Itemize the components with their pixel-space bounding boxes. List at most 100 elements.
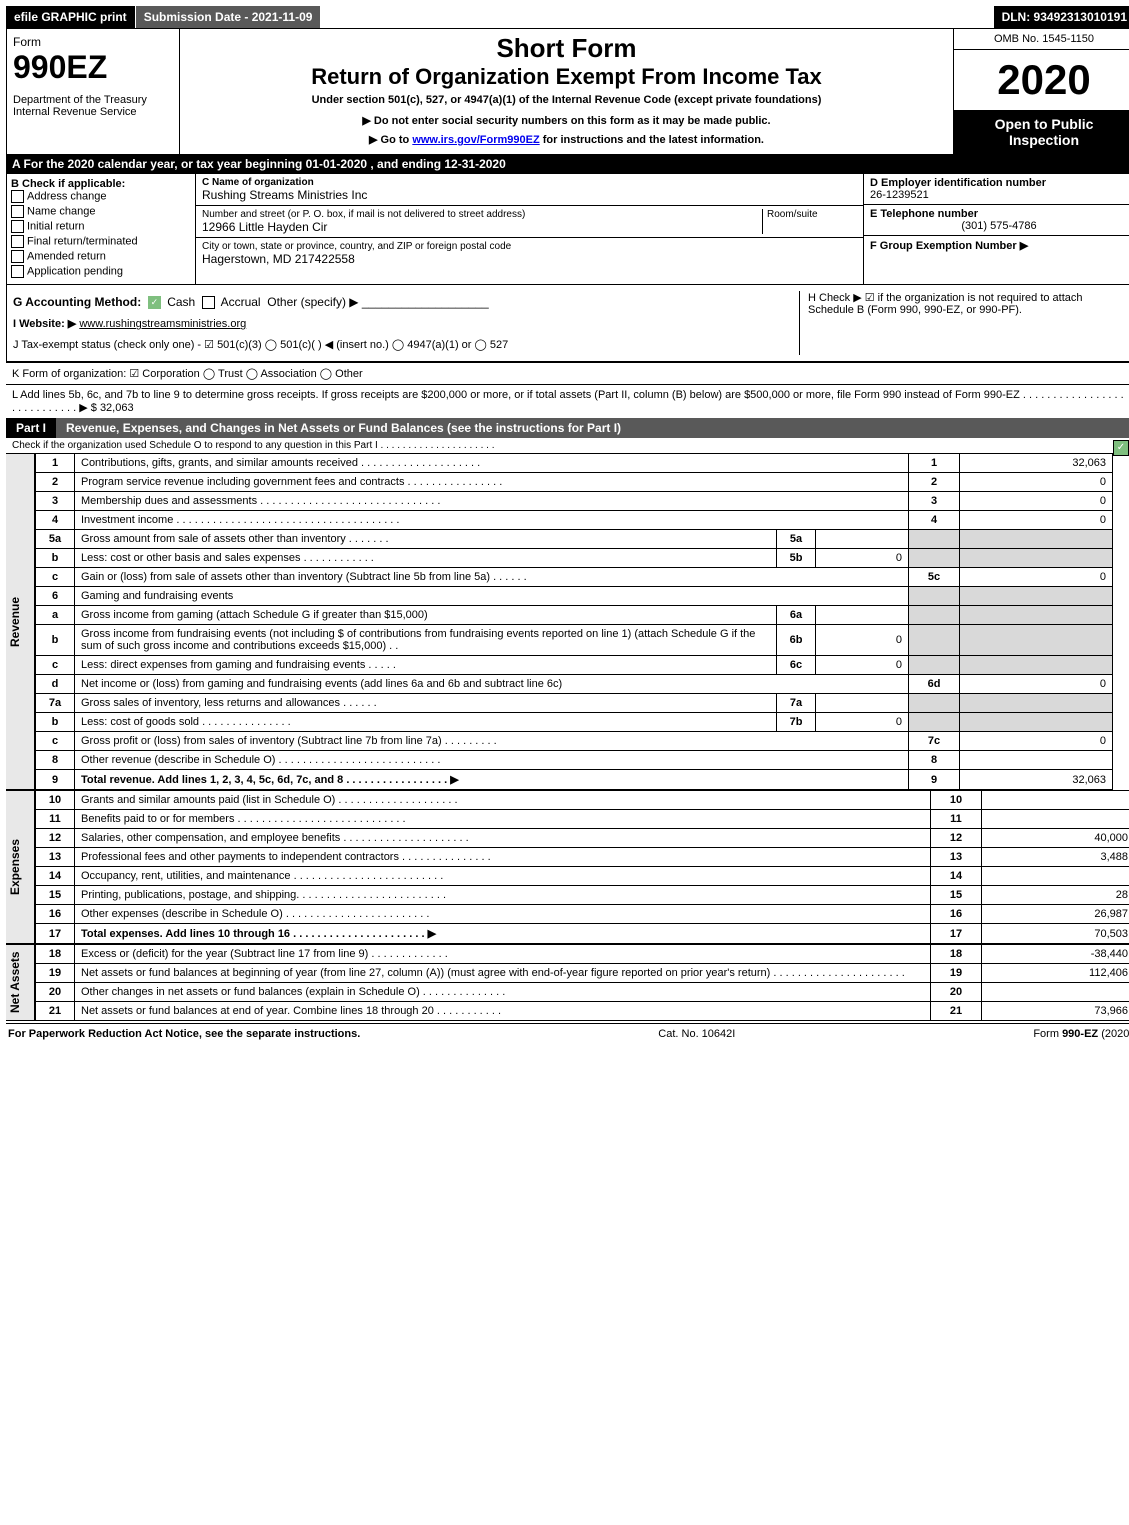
- return-title: Return of Organization Exempt From Incom…: [188, 64, 945, 90]
- line-3: 3Membership dues and assessments . . . .…: [36, 492, 1113, 511]
- line-7b: bLess: cost of goods sold . . . . . . . …: [36, 713, 1113, 732]
- top-bar: efile GRAPHIC print Submission Date - 20…: [6, 6, 1129, 28]
- g-accrual: Accrual: [221, 295, 261, 309]
- org-address: 12966 Little Hayden Cir: [202, 220, 762, 234]
- info-block: B Check if applicable: Address change Na…: [6, 174, 1129, 285]
- form-word: Form: [13, 35, 173, 49]
- i-label: I Website: ▶: [13, 318, 76, 330]
- h-box: H Check ▶ ☑ if the organization is not r…: [799, 291, 1128, 355]
- org-name: Rushing Streams Ministries Inc: [202, 188, 857, 202]
- line-16: 16Other expenses (describe in Schedule O…: [36, 905, 1129, 924]
- gh-left: G Accounting Method: Cash Accrual Other …: [13, 291, 799, 355]
- line-21: 21Net assets or fund balances at end of …: [36, 1002, 1129, 1021]
- short-form-title: Short Form: [188, 33, 945, 64]
- f-label: F Group Exemption Number ▶: [870, 239, 1128, 252]
- g-line: G Accounting Method: Cash Accrual Other …: [13, 291, 799, 313]
- line-6: 6Gaming and fundraising events: [36, 587, 1113, 606]
- opt-amended-return[interactable]: Amended return: [11, 250, 191, 263]
- opt-final-return[interactable]: Final return/terminated: [11, 235, 191, 248]
- part1-bar: Part I Revenue, Expenses, and Changes in…: [6, 418, 1129, 438]
- omb-number: OMB No. 1545-1150: [954, 29, 1129, 50]
- line-11: 11Benefits paid to or for members . . . …: [36, 810, 1129, 829]
- revenue-table: 1Contributions, gifts, grants, and simil…: [35, 453, 1113, 790]
- website[interactable]: www.rushingstreamsministries.org: [79, 318, 246, 330]
- line-10: 10Grants and similar amounts paid (list …: [36, 791, 1129, 810]
- box-c: C Name of organization Rushing Streams M…: [196, 174, 863, 284]
- box-b-title: B Check if applicable:: [11, 178, 191, 190]
- line-12: 12Salaries, other compensation, and empl…: [36, 829, 1129, 848]
- ssn-note: ▶ Do not enter social security numbers o…: [188, 114, 945, 127]
- opt-application-pending[interactable]: Application pending: [11, 265, 191, 278]
- line-18: 18Excess or (deficit) for the year (Subt…: [36, 945, 1129, 964]
- c-addr-label: Number and street (or P. O. box, if mail…: [202, 209, 762, 220]
- line-13: 13Professional fees and other payments t…: [36, 848, 1129, 867]
- l-val: 32,063: [100, 402, 134, 414]
- net-assets-table: 18Excess or (deficit) for the year (Subt…: [35, 944, 1129, 1021]
- line-14: 14Occupancy, rent, utilities, and mainte…: [36, 867, 1129, 886]
- schedule-o-checkbox[interactable]: ✓: [1113, 440, 1129, 456]
- goto-pre: ▶ Go to: [369, 134, 412, 146]
- footer-mid: Cat. No. 10642I: [658, 1028, 735, 1040]
- submission-date: Submission Date - 2021-11-09: [136, 6, 322, 28]
- dept-line: Department of the Treasury Internal Reve…: [13, 94, 173, 118]
- line-5a: 5aGross amount from sale of assets other…: [36, 530, 1113, 549]
- line-8: 8Other revenue (describe in Schedule O) …: [36, 751, 1113, 770]
- net-assets-side-label: Net Assets: [6, 944, 35, 1021]
- room-suite: Room/suite: [762, 209, 857, 234]
- goto-line: ▶ Go to www.irs.gov/Form990EZ for instru…: [188, 133, 945, 146]
- line-5c: cGain or (loss) from sale of assets othe…: [36, 568, 1113, 587]
- g-accrual-check[interactable]: [202, 296, 215, 309]
- line-15: 15Printing, publications, postage, and s…: [36, 886, 1129, 905]
- opt-address-change[interactable]: Address change: [11, 190, 191, 203]
- header-right: OMB No. 1545-1150 2020 Open to Public In…: [953, 29, 1129, 154]
- net-assets-section: Net Assets 18Excess or (deficit) for the…: [6, 944, 1129, 1021]
- ein: 26-1239521: [870, 189, 1128, 201]
- d-label: D Employer identification number: [870, 177, 1128, 189]
- part1-check-note: Check if the organization used Schedule …: [6, 438, 1129, 453]
- g-cash: Cash: [167, 295, 195, 309]
- org-city: Hagerstown, MD 217422558: [202, 252, 857, 266]
- opt-initial-return[interactable]: Initial return: [11, 220, 191, 233]
- j-line: J Tax-exempt status (check only one) - ☑…: [13, 334, 799, 355]
- open-public: Open to Public Inspection: [954, 110, 1129, 154]
- part1-label: Part I: [6, 418, 56, 438]
- header-mid: Short Form Return of Organization Exempt…: [180, 29, 953, 154]
- goto-post: for instructions and the latest informat…: [540, 134, 764, 146]
- tax-year: 2020: [954, 50, 1129, 110]
- k-line: K Form of organization: ☑ Corporation ◯ …: [6, 362, 1129, 384]
- expenses-side-label: Expenses: [6, 790, 35, 944]
- opt-name-change[interactable]: Name change: [11, 205, 191, 218]
- revenue-section: Revenue 1Contributions, gifts, grants, a…: [6, 453, 1113, 790]
- line-17: 17Total expenses. Add lines 10 through 1…: [36, 924, 1129, 944]
- g-label: G Accounting Method:: [13, 295, 141, 309]
- irs-link[interactable]: www.irs.gov/Form990EZ: [412, 134, 539, 146]
- l-line: L Add lines 5b, 6c, and 7b to line 9 to …: [6, 384, 1129, 418]
- efile-label: efile GRAPHIC print: [6, 6, 136, 28]
- l-text: L Add lines 5b, 6c, and 7b to line 9 to …: [12, 389, 1124, 414]
- revenue-side-label: Revenue: [6, 453, 35, 790]
- footer: For Paperwork Reduction Act Notice, see …: [6, 1023, 1129, 1044]
- line-6c: cLess: direct expenses from gaming and f…: [36, 656, 1113, 675]
- footer-right: Form Form 990-EZ (2020)990-EZ (2020): [1033, 1028, 1129, 1040]
- line-2: 2Program service revenue including gover…: [36, 473, 1113, 492]
- spacer: [321, 6, 993, 28]
- phone: (301) 575-4786: [870, 220, 1128, 232]
- form-number: 990EZ: [13, 49, 173, 86]
- box-b: B Check if applicable: Address change Na…: [7, 174, 196, 284]
- line-5b: bLess: cost or other basis and sales exp…: [36, 549, 1113, 568]
- gh-block: G Accounting Method: Cash Accrual Other …: [6, 285, 1129, 362]
- g-other: Other (specify) ▶: [267, 295, 358, 309]
- c-name-label: C Name of organization: [202, 177, 857, 188]
- footer-left: For Paperwork Reduction Act Notice, see …: [8, 1028, 360, 1040]
- line-6d: dNet income or (loss) from gaming and fu…: [36, 675, 1113, 694]
- expenses-section: Expenses 10Grants and similar amounts pa…: [6, 790, 1129, 944]
- form-header: Form 990EZ Department of the Treasury In…: [6, 28, 1129, 155]
- expenses-table: 10Grants and similar amounts paid (list …: [35, 790, 1129, 944]
- line-7c: cGross profit or (loss) from sales of in…: [36, 732, 1113, 751]
- part1-title: Revenue, Expenses, and Changes in Net As…: [56, 418, 1129, 438]
- line-6a: aGross income from gaming (attach Schedu…: [36, 606, 1113, 625]
- info-right: D Employer identification number 26-1239…: [863, 174, 1129, 284]
- line-6b: bGross income from fundraising events (n…: [36, 625, 1113, 656]
- g-cash-check[interactable]: [148, 296, 161, 309]
- header-left: Form 990EZ Department of the Treasury In…: [7, 29, 180, 154]
